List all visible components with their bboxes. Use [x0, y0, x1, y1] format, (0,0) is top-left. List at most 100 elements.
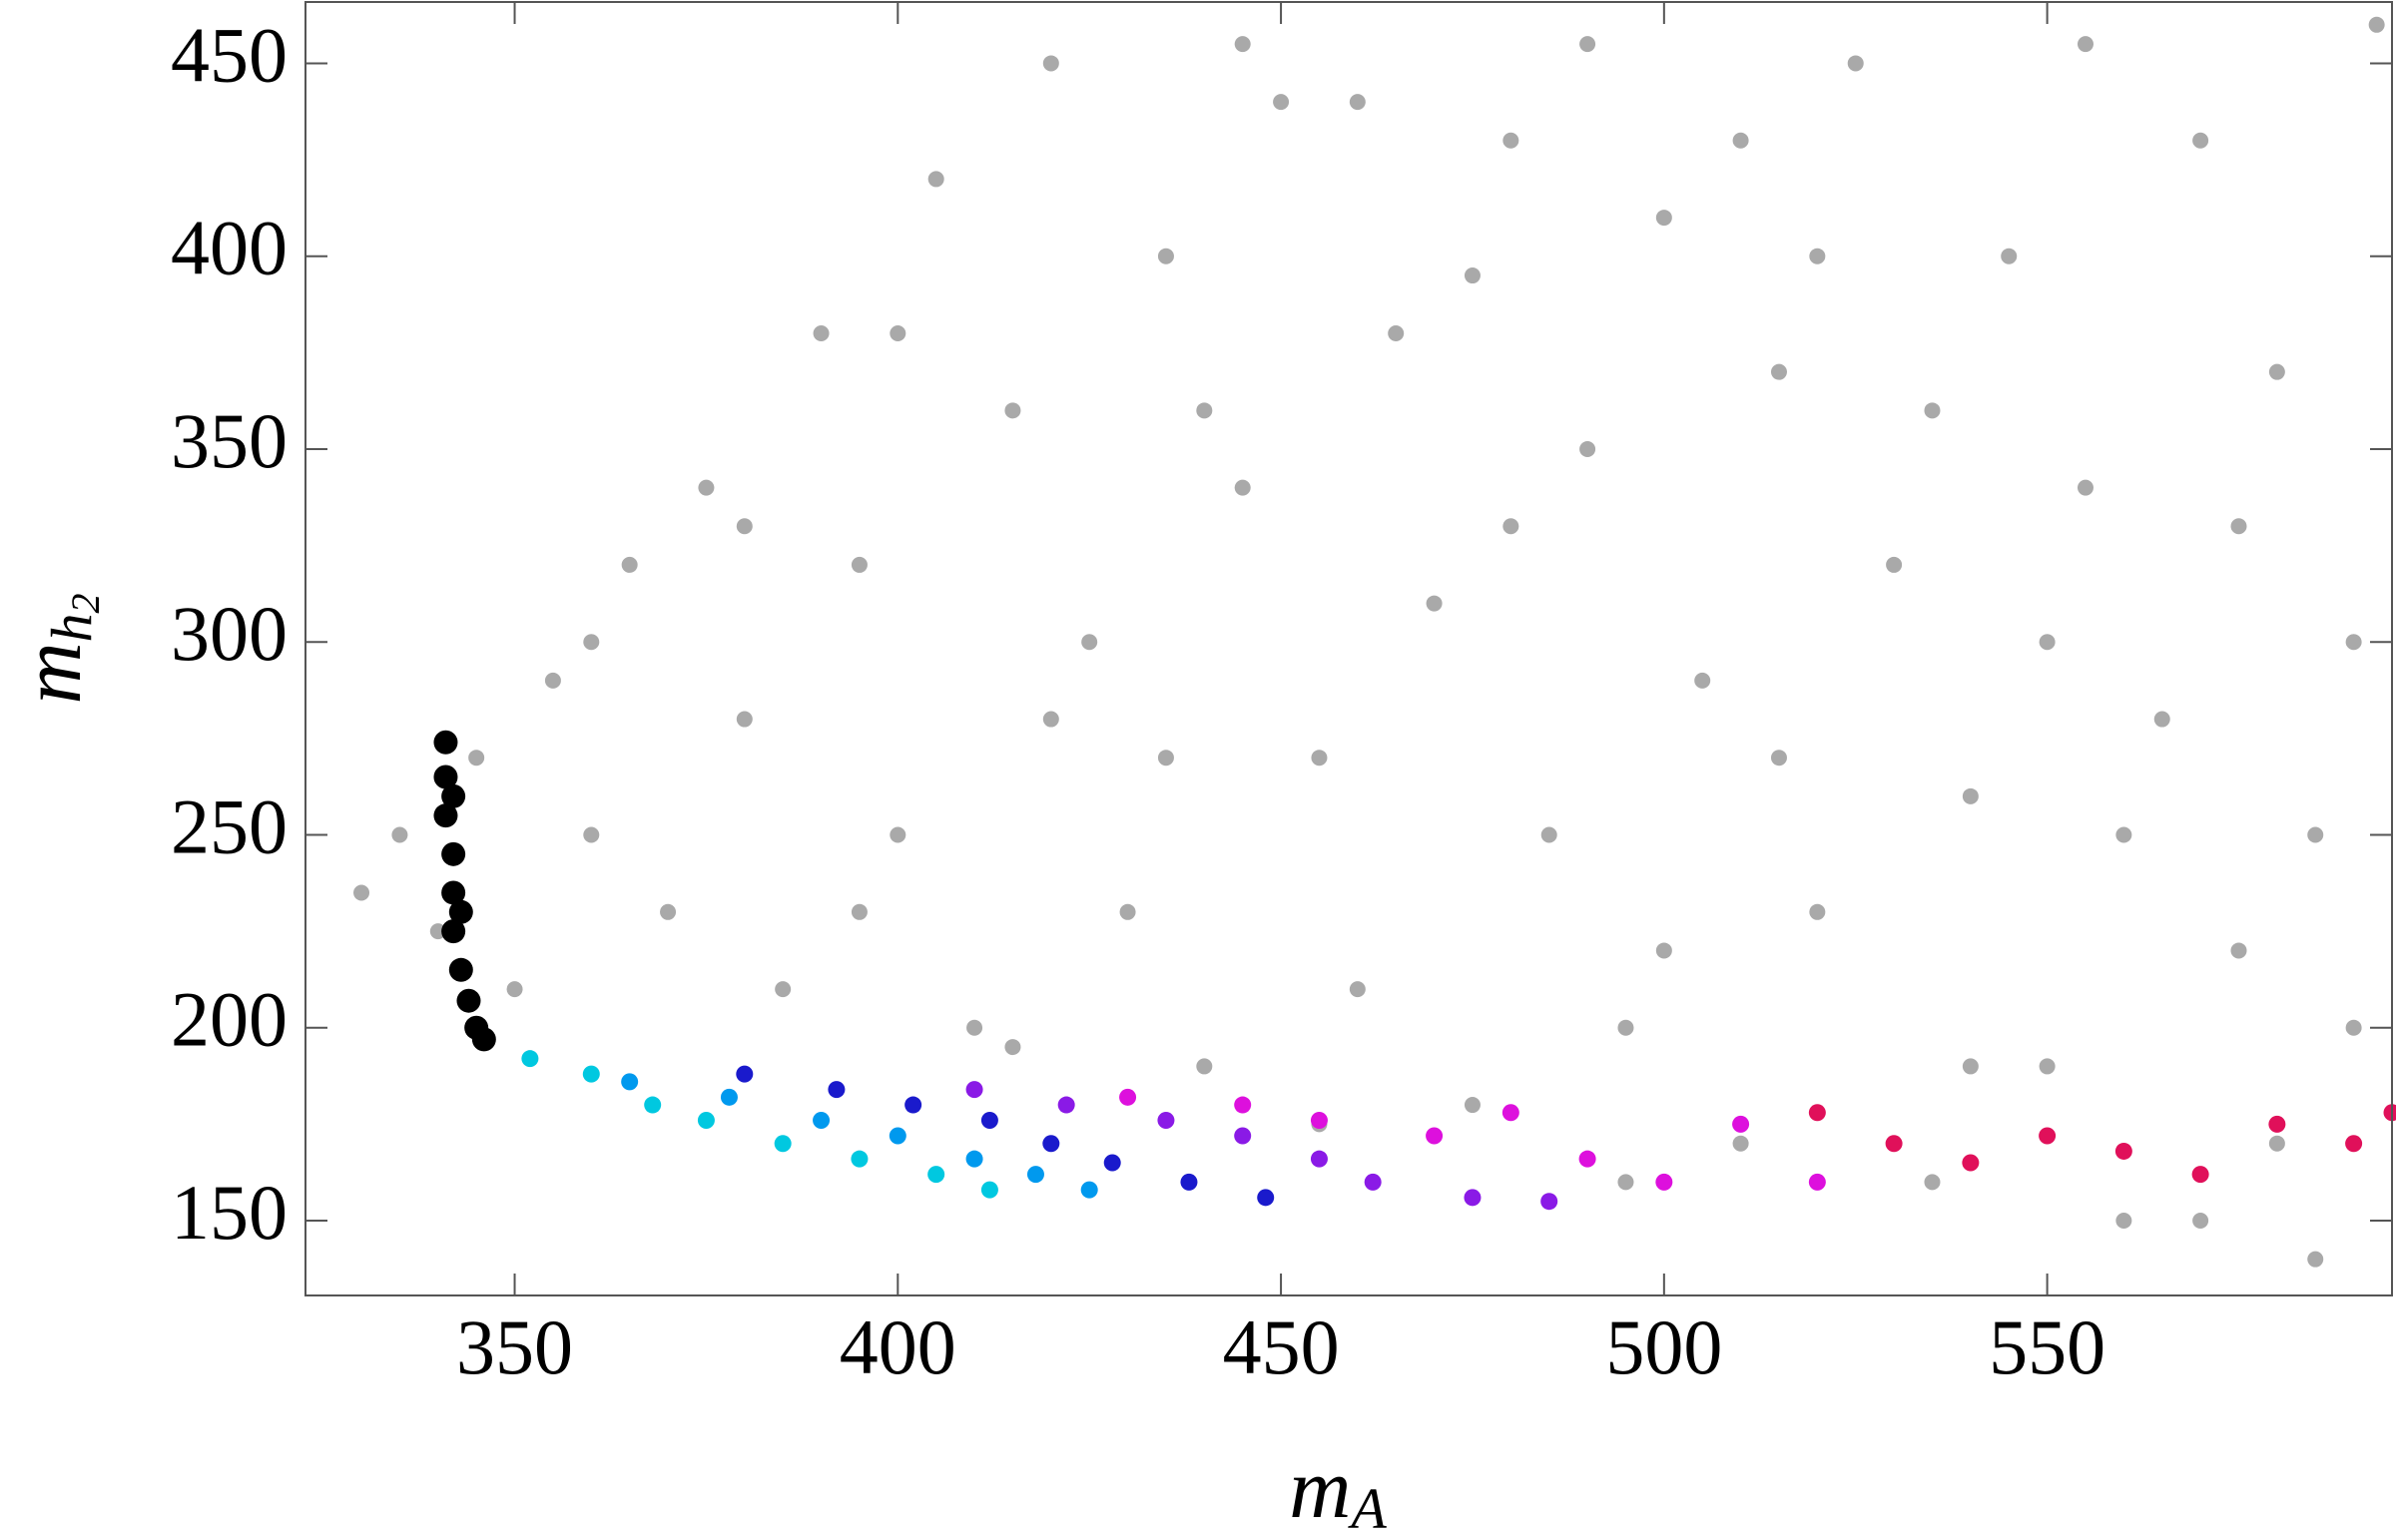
point [889, 1127, 906, 1145]
point [644, 1096, 662, 1114]
x-axis-label: mA [1289, 1440, 1387, 1540]
point [1234, 479, 1251, 496]
point [851, 903, 868, 920]
point [720, 1088, 738, 1106]
point [1273, 94, 1290, 111]
x-tick-label: 450 [1223, 1303, 1340, 1390]
point [1924, 402, 1941, 419]
x-tick-label: 350 [456, 1303, 573, 1390]
point [1157, 1112, 1175, 1130]
point [1426, 1127, 1444, 1145]
point [2345, 1135, 2363, 1153]
point [2039, 1127, 2057, 1145]
point [775, 981, 792, 998]
point [391, 826, 408, 843]
point [1962, 1154, 1980, 1172]
point [1464, 1097, 1481, 1114]
point [2230, 942, 2247, 959]
point [1364, 1173, 1382, 1191]
point [2268, 1135, 2285, 1152]
x-tick-label: 500 [1605, 1303, 1722, 1390]
point [2307, 826, 2324, 843]
point [441, 919, 466, 944]
point [2039, 1058, 2056, 1075]
point [697, 1112, 715, 1130]
y-label-main: m [3, 642, 99, 704]
x-label-sub: A [1347, 1476, 1387, 1540]
point [621, 1073, 639, 1091]
y-tick-label: 350 [171, 397, 288, 484]
point [1732, 132, 1749, 149]
point [544, 672, 561, 689]
point [1962, 1058, 1979, 1075]
point [1502, 132, 1519, 149]
point [927, 171, 944, 188]
point [2268, 363, 2285, 380]
point [1004, 1039, 1021, 1056]
point [1311, 750, 1328, 767]
point [429, 923, 446, 940]
point [582, 1065, 600, 1083]
point [1004, 402, 1021, 419]
point [736, 711, 753, 728]
point [1196, 402, 1213, 419]
point [2345, 1019, 2362, 1036]
point [1540, 826, 1557, 843]
point [1617, 1174, 1634, 1191]
point [621, 556, 638, 573]
point [1962, 787, 1979, 804]
point [1501, 1104, 1519, 1122]
point [2077, 479, 2094, 496]
point [1924, 1174, 1941, 1191]
point [2192, 132, 2209, 149]
point [1234, 36, 1251, 53]
point [1655, 942, 1672, 959]
point [965, 1081, 983, 1099]
point [828, 1081, 846, 1099]
point [1464, 1189, 1482, 1207]
point [698, 479, 715, 496]
y-tick-label: 300 [171, 590, 288, 677]
point [583, 826, 600, 843]
point [1809, 903, 1826, 920]
point [1809, 248, 1826, 264]
point [813, 1112, 831, 1130]
point [813, 325, 830, 342]
point [1310, 1112, 1328, 1130]
point [2383, 1104, 2396, 1122]
point [583, 634, 600, 651]
point [851, 556, 868, 573]
point [1694, 672, 1711, 689]
point [433, 803, 458, 828]
x-tick-label: 400 [840, 1303, 956, 1390]
point [1234, 1096, 1252, 1114]
point [980, 1181, 998, 1199]
point [1103, 1154, 1121, 1172]
point [2192, 1213, 2209, 1230]
point [1196, 1058, 1213, 1075]
point [448, 957, 473, 982]
point [441, 783, 466, 808]
point [1026, 1166, 1044, 1184]
y-tick-label: 250 [171, 782, 288, 869]
point [2115, 1213, 2132, 1230]
point [2153, 711, 2170, 728]
point [448, 899, 473, 924]
y-axis-label: mh2 [3, 593, 108, 704]
point [433, 730, 458, 755]
point [441, 841, 466, 866]
point [2268, 1115, 2286, 1133]
y-tick-label: 400 [171, 205, 288, 291]
point [1119, 1088, 1137, 1106]
point [1157, 750, 1174, 767]
point [433, 765, 458, 789]
x-label-main: m [1289, 1440, 1351, 1536]
point [965, 1150, 983, 1168]
point [851, 1150, 869, 1168]
point [2191, 1166, 2209, 1184]
point [468, 750, 485, 767]
x-tick-label: 550 [1989, 1303, 2105, 1390]
y-tick-label: 450 [171, 11, 288, 98]
point [506, 981, 523, 998]
point [1808, 1104, 1826, 1122]
